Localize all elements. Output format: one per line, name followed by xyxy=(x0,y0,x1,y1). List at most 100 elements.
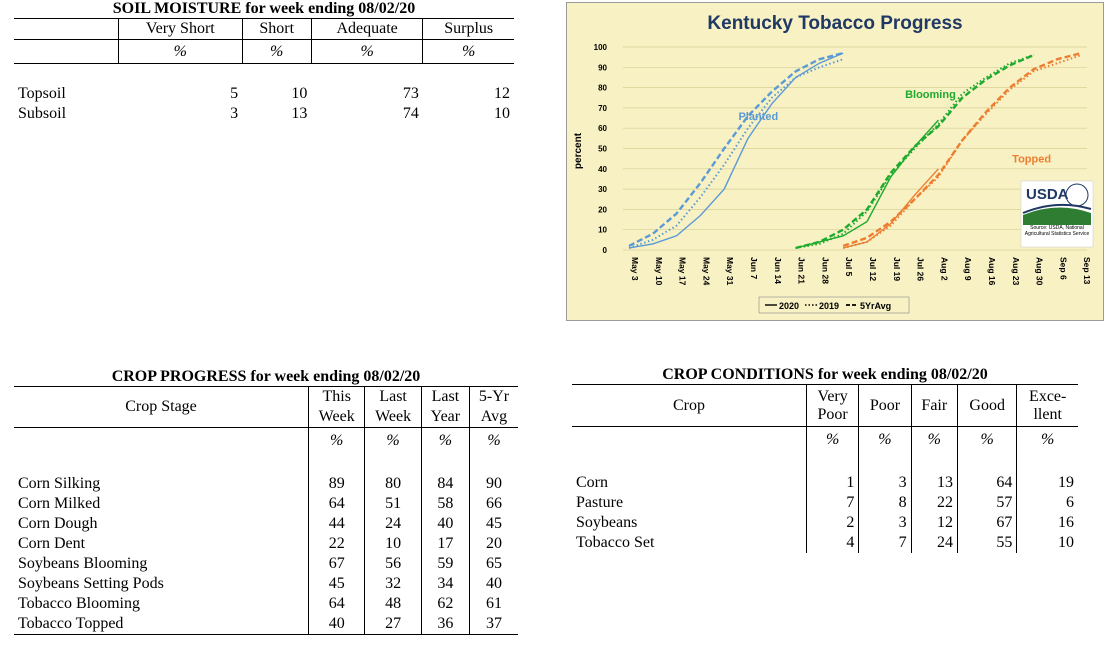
table-row: Soybeans Setting Pods 45 32 34 40 xyxy=(14,573,518,594)
progress-header: Week xyxy=(308,407,366,428)
x-tick-label: Aug 9 xyxy=(963,257,973,281)
cell: 34 xyxy=(421,573,470,594)
series-annotation: Planted xyxy=(738,111,778,123)
cell: 10 xyxy=(364,533,422,554)
x-tick-label: Aug 30 xyxy=(1035,257,1045,286)
table-row: Tobacco Set 4 7 24 55 10 xyxy=(572,532,1078,553)
row-label: Corn Dent xyxy=(14,533,309,554)
progress-unit: % xyxy=(421,427,470,454)
tobacco-progress-chart: Kentucky Tobacco Progress percent 0 10 20 3… xyxy=(566,2,1104,321)
cell: 65 xyxy=(485,554,502,572)
row-label: Tobacco Blooming xyxy=(14,593,309,614)
soil-unit: % xyxy=(118,39,243,64)
crop-conditions-section: CROP CONDITIONS for week ending 08/02/20… xyxy=(572,366,1078,553)
cell: 3 xyxy=(858,512,912,533)
y-tick-label: 0 xyxy=(603,246,608,255)
row-label: Soybeans Blooming xyxy=(14,553,309,574)
row-label: Corn Milked xyxy=(14,493,309,514)
conditions-header-excellent: Exce-llent xyxy=(1016,384,1078,427)
cell: 74 xyxy=(402,105,419,122)
cell: 37 xyxy=(469,613,518,635)
series-annotation: Blooming xyxy=(905,89,956,101)
x-tick-label: May 31 xyxy=(725,257,735,286)
cell: 57 xyxy=(957,492,1018,513)
conditions-header-good: Good xyxy=(957,384,1018,427)
planted-2020-line xyxy=(628,52,844,249)
cell: 40 xyxy=(485,574,502,592)
y-tick-label: 50 xyxy=(598,145,607,154)
y-tick-label: 10 xyxy=(598,226,607,235)
soil-header-surplus: Surplus xyxy=(422,18,514,40)
conditions-header-very-poor: Very Poor xyxy=(806,384,860,427)
progress-header: Last xyxy=(421,386,470,407)
soil-moisture-section: SOIL MOISTURE for week ending 08/02/20 V… xyxy=(14,0,514,124)
progress-unit: % xyxy=(364,427,422,454)
soil-moisture-title: SOIL MOISTURE for week ending 08/02/20 xyxy=(112,0,416,17)
table-row: Tobacco Topped 40 27 36 37 xyxy=(14,613,518,635)
chart-svg: Kentucky Tobacco Progress percent 0 10 20 3… xyxy=(573,13,1094,314)
table-row: Corn Dough 44 24 40 45 xyxy=(14,513,518,534)
crop-progress-title: CROP PROGRESS for week ending 08/02/20 xyxy=(111,368,421,385)
table-row: Topsoil 5 10 73 12 xyxy=(14,84,514,104)
cell: 61 xyxy=(485,594,502,612)
table-row: Corn 1 3 13 64 19 xyxy=(572,472,1078,493)
soil-unit-blank xyxy=(14,39,119,64)
x-tick-label: Jul 19 xyxy=(892,257,902,281)
x-tick-label: Jun 28 xyxy=(820,257,830,284)
x-tick-label: May 24 xyxy=(701,257,711,286)
x-tick-label: Aug 16 xyxy=(987,257,997,286)
crop-conditions-table: Crop Very Poor Poor Fair Good Exce-llent … xyxy=(572,384,1078,553)
conditions-header-poor: Poor xyxy=(858,384,912,427)
row-label: Tobacco Topped xyxy=(14,613,309,635)
cell: 64 xyxy=(308,593,366,614)
row-label: Soybeans xyxy=(572,512,807,533)
cell: 8 xyxy=(858,492,912,513)
cell: 12 xyxy=(911,512,959,533)
row-label: Subsoil xyxy=(18,105,67,122)
table-row: Tobacco Blooming 64 48 62 61 xyxy=(14,593,518,614)
row-label: Corn Silking xyxy=(14,473,309,494)
table-row: Soybeans 2 3 12 67 16 xyxy=(572,512,1078,533)
y-tick-label: 20 xyxy=(598,205,607,214)
topped-2020-line xyxy=(843,168,939,249)
legend-label-2019: 2019 xyxy=(819,301,839,311)
cell: 90 xyxy=(485,474,502,492)
soil-moisture-table: Very Short Short Adequate Surplus % % % … xyxy=(14,18,514,124)
progress-header-stage: Crop Stage xyxy=(14,386,309,428)
cell: 40 xyxy=(421,513,470,534)
crop-conditions-title: CROP CONDITIONS for week ending 08/02/20 xyxy=(662,366,988,383)
x-tick-label: Jul 26 xyxy=(916,257,926,281)
cell: 45 xyxy=(308,573,366,594)
cell: 59 xyxy=(421,553,470,574)
y-axis-label: percent xyxy=(573,132,584,169)
cell: 22 xyxy=(911,492,959,513)
cell: 58 xyxy=(421,493,470,514)
blooming-2020-line xyxy=(795,119,939,249)
cell: 84 xyxy=(421,473,470,494)
row-label: Topsoil xyxy=(18,85,66,102)
conditions-unit: % xyxy=(806,426,860,453)
y-tick-label: 40 xyxy=(598,165,607,174)
x-tick-label: Jun 7 xyxy=(749,257,759,279)
cell: 64 xyxy=(957,472,1018,493)
x-tick-label: Jul 12 xyxy=(868,257,878,281)
soil-unit: % xyxy=(311,39,424,64)
progress-header: Year xyxy=(421,407,470,428)
row-label: Corn Dough xyxy=(14,513,309,534)
cell: 3 xyxy=(230,105,239,122)
cell: 55 xyxy=(957,532,1018,553)
cell: 32 xyxy=(364,573,422,594)
cell: 10 xyxy=(291,85,308,102)
legend-label-2020: 2020 xyxy=(779,301,799,311)
cell: 13 xyxy=(291,105,308,122)
cell: 20 xyxy=(485,534,502,552)
x-tick-label: Aug 2 xyxy=(939,257,949,281)
y-tick-label: 80 xyxy=(598,84,607,93)
x-tick-label: Jul 5 xyxy=(844,257,854,277)
x-tick-label: May 17 xyxy=(678,257,688,286)
cell: 5 xyxy=(230,85,239,102)
cell: 45 xyxy=(485,514,502,532)
y-tick-label: 70 xyxy=(598,104,607,113)
cell: 1 xyxy=(806,472,860,493)
chart-title: Kentucky Tobacco Progress xyxy=(707,13,962,34)
